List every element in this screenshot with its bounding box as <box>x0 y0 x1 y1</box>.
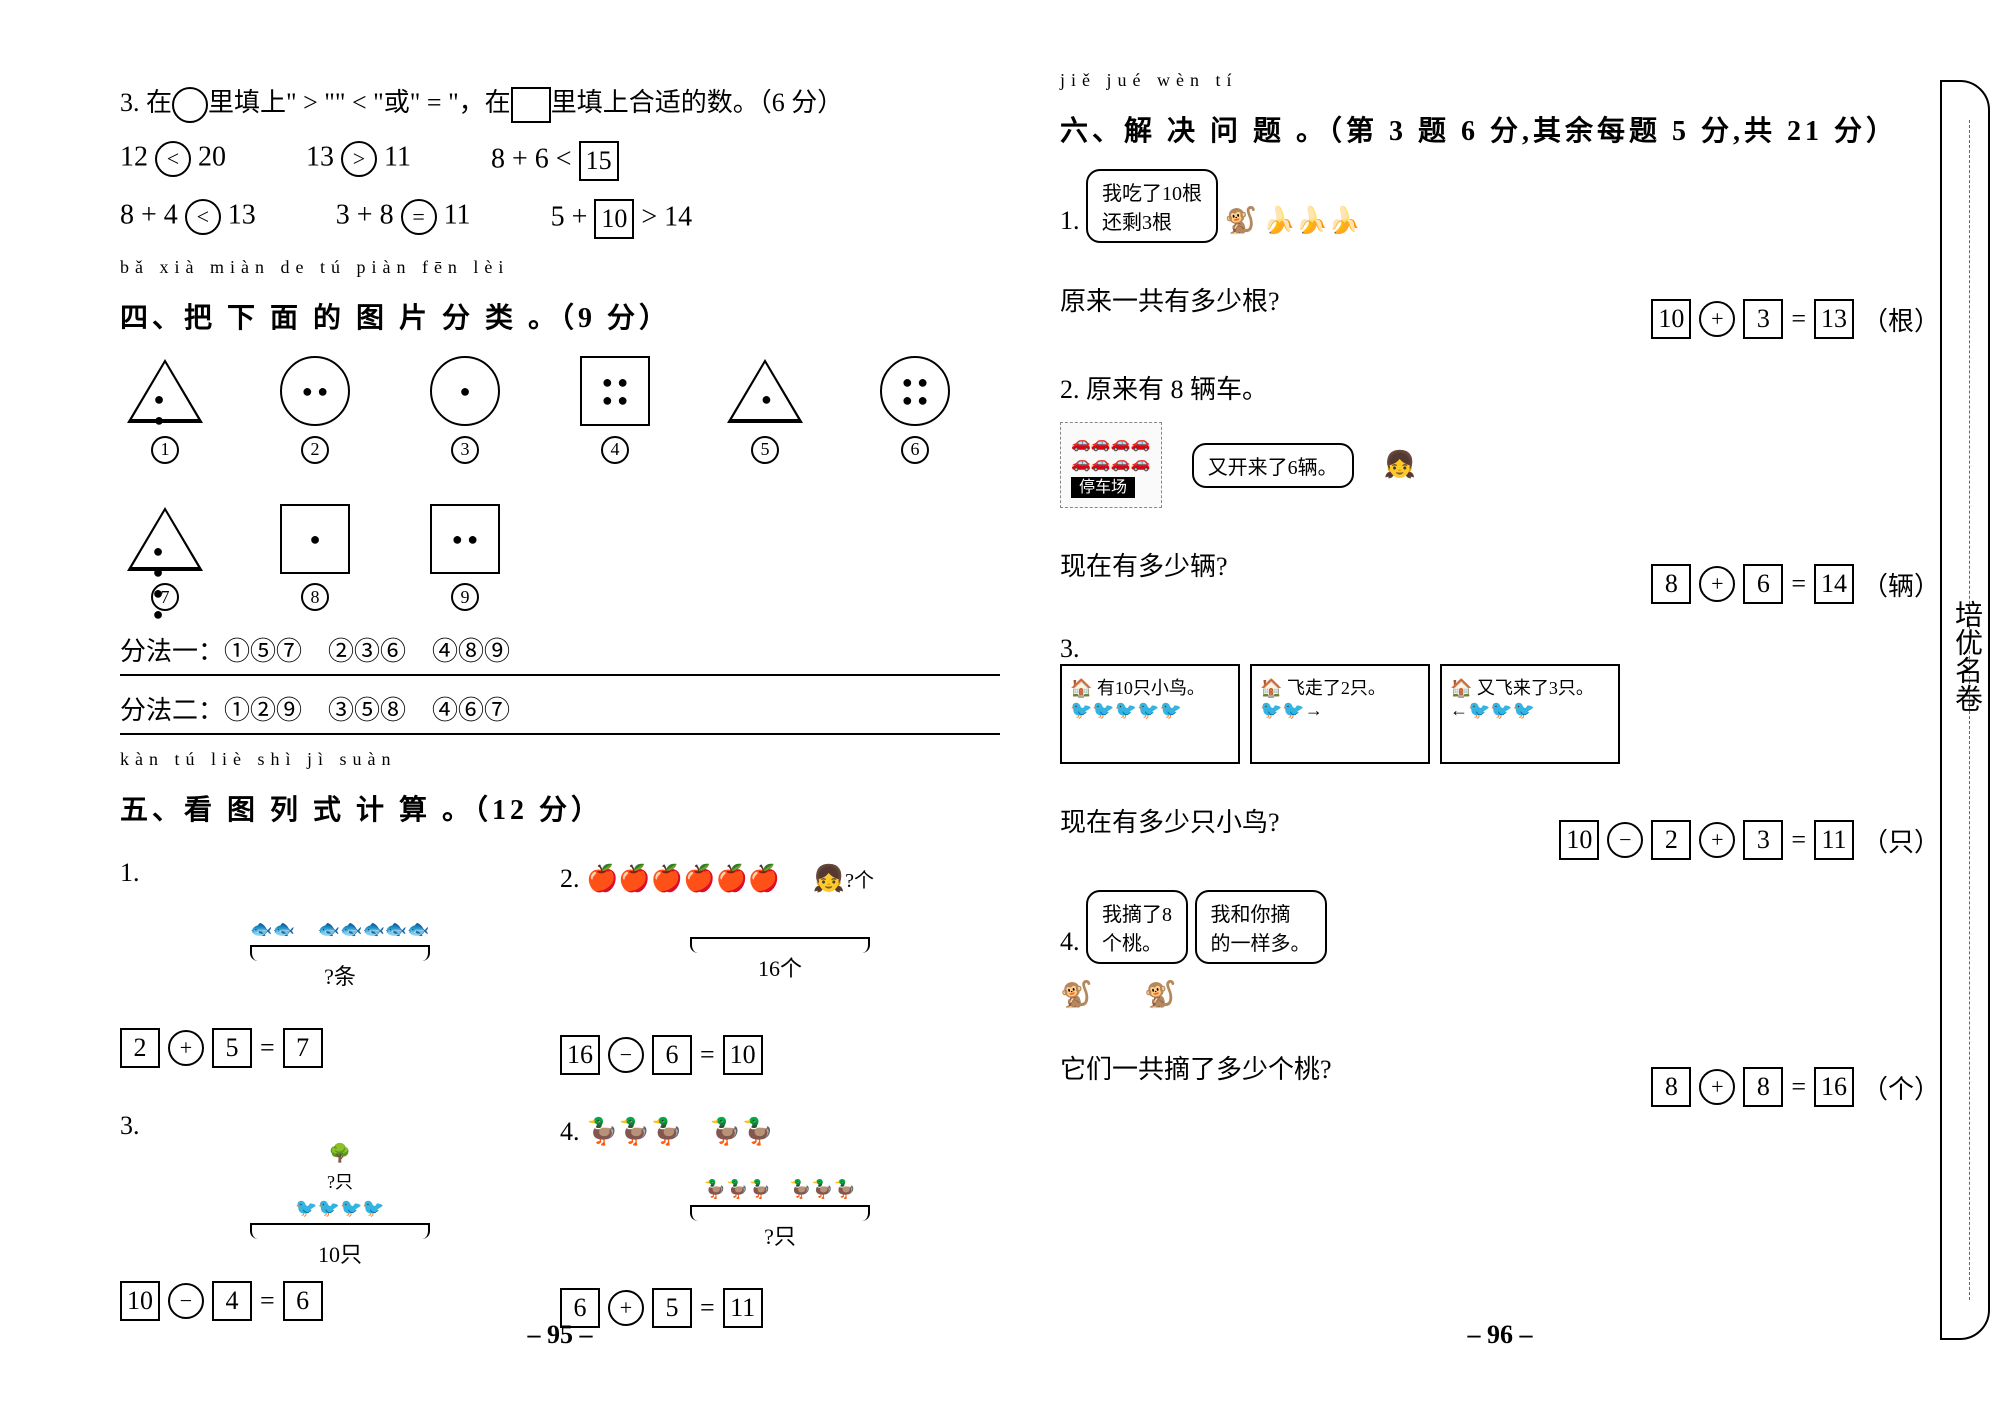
q6-title: 六、解 决 问 题 。（第 3 题 6 分,其余每题 5 分,共 21 分） <box>1060 109 1940 149</box>
q5-item-4: 4. 🦆🦆🦆 🦆🦆 🦆🦆🦆 🦆🦆🦆?只 6+5=11 <box>560 1111 1000 1328</box>
q5-item-3: 3. 🌳?只 🐦🐦🐦🐦10只 10−4=6 <box>120 1111 560 1328</box>
circle-answer: < <box>155 141 191 177</box>
q5-item-1: 1. 🐟🐟 🐟🐟🐟🐟🐟?条 2+5=7 <box>120 858 560 1075</box>
q3-title: 3. 在里填上" > "" < "或" = "，在里填上合适的数。（6 分） <box>120 82 1000 123</box>
page-number-95: – 95 – <box>528 1320 593 1350</box>
q5-pinyin: kàn tú liè shì jì suàn <box>120 749 1000 770</box>
q5-item-2: 2. 🍎🍎🍎🍎🍎🍎 👧?个 16个 16−6=10 <box>560 858 1000 1075</box>
page-number-96: – 96 – <box>1468 1320 1533 1350</box>
q3-row-1: 12 < 20 13 > 11 8 + 6 < 15 <box>120 141 1000 181</box>
q3-row-2: 8 + 4 < 13 3 + 8 = 11 5 + 10 > 14 <box>120 199 1000 239</box>
q4-pinyin: bǎ xià miàn de tú piàn fēn lèi <box>120 257 1000 278</box>
q6-problem-4: 4. 我摘了8 个桃。 我和你摘 的一样多。 🐒 🐒 它们一共摘了多少个桃? 8… <box>1060 890 1940 1107</box>
page-96: jiě jué wèn tí 六、解 决 问 题 。（第 3 题 6 分,其余每… <box>1060 70 1940 1350</box>
q4-method-1: 分法一：①⑤⑦ ②③⑥ ④⑧⑨ <box>120 631 1000 676</box>
q6-problem-3: 3. 🏠 有10只小鸟。🐦🐦🐦🐦🐦 🏠 飞走了2只。🐦🐦→ 🏠 又飞来了3只。←… <box>1060 634 1940 860</box>
book-title-vertical: 培优名卷 <box>1946 600 1986 712</box>
q4-shapes: ● ●1 ● ●2 ●3 ● ●● ●4 ●5 ● ●● ●6 ● ●● ●7 … <box>120 356 1000 611</box>
q6-problem-2: 2. 原来有 8 辆车。 🚗🚗🚗🚗🚗🚗🚗🚗停车场 又开来了6辆。 👧 现在有多少… <box>1060 369 1940 604</box>
q6-problem-1: 1. 我吃了10根 还剩3根 🐒 🍌🍌🍌 原来一共有多少根? 10+3=13（根… <box>1060 169 1940 339</box>
page-95: 3. 在里填上" > "" < "或" = "，在里填上合适的数。（6 分） 1… <box>120 70 1000 1350</box>
q4-title: 四、把 下 面 的 图 片 分 类 。（9 分） <box>120 296 1000 336</box>
q4-method-2: 分法二：①②⑨ ③⑤⑧ ④⑥⑦ <box>120 690 1000 735</box>
q6-pinyin: jiě jué wèn tí <box>1060 70 1940 91</box>
q5-title: 五、看 图 列 式 计 算 。（12 分） <box>120 788 1000 828</box>
q5-grid: 1. 🐟🐟 🐟🐟🐟🐟🐟?条 2+5=7 2. 🍎🍎🍎🍎🍎🍎 👧?个 16个 16… <box>120 840 1000 1346</box>
